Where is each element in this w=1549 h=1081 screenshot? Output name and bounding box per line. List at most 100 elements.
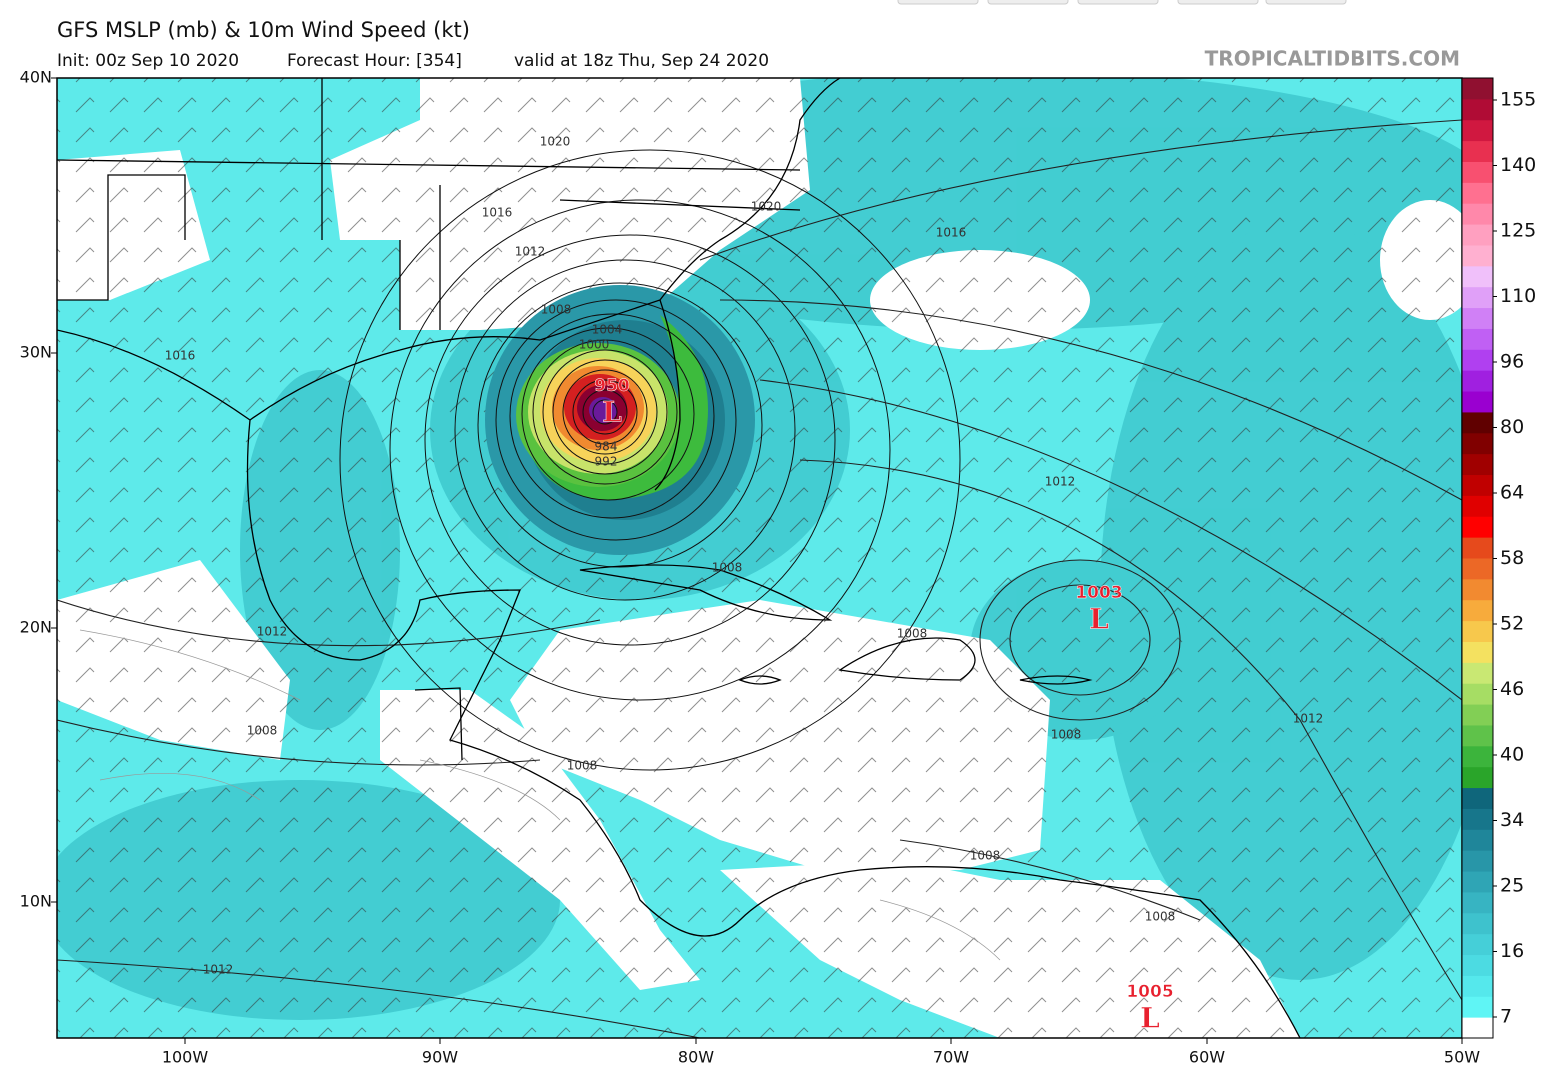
colorbar-label: 46 xyxy=(1500,678,1524,700)
isobar-label: 1008 xyxy=(970,849,1001,863)
colorbar-cell xyxy=(1462,537,1493,559)
isobar-label: 1004 xyxy=(592,323,623,337)
colorbar-cell xyxy=(1462,495,1493,517)
colorbar-cell xyxy=(1462,453,1493,476)
colorbar-cell xyxy=(1462,391,1493,413)
forecast-hour: Forecast Hour: [354] xyxy=(287,51,462,71)
colorbar-cell xyxy=(1462,599,1493,622)
colorbar-cell xyxy=(1462,808,1493,830)
colorbar-label: 52 xyxy=(1500,613,1524,635)
isobar-label: 1008 xyxy=(1051,728,1082,742)
map-area xyxy=(57,78,1462,1038)
colorbar-cell xyxy=(1462,286,1493,309)
isobar-label: 1016 xyxy=(482,206,513,220)
lon-label: 100W xyxy=(162,1048,209,1067)
colorbar-label: 16 xyxy=(1500,940,1524,962)
isobar-label: 1012 xyxy=(1045,475,1076,489)
colorbar: 155 140 125 110 96 80 64 58 52 46 40 34 25 16 7 xyxy=(1461,77,1536,1039)
colorbar-label: 155 xyxy=(1500,89,1536,111)
title: GFS MSLP (mb) & 10m Wind Speed (kt) xyxy=(57,18,470,42)
isobar-label: 1008 xyxy=(712,561,743,575)
lon-label: 70W xyxy=(933,1048,969,1067)
valid-time: valid at 18z Thu, Sep 24 2020 xyxy=(514,51,769,71)
hurricane xyxy=(339,149,961,771)
init-time: Init: 00z Sep 10 2020 xyxy=(57,51,239,71)
colorbar-cell xyxy=(1462,829,1493,851)
lon-label: 60W xyxy=(1189,1048,1225,1067)
colorbar-cell xyxy=(1462,349,1493,371)
colorbar-cell xyxy=(1462,641,1493,663)
isobar-label: 1008 xyxy=(567,759,598,773)
low-pressure: 1005 xyxy=(1126,982,1173,1002)
colorbar-cell xyxy=(1462,1017,1493,1039)
isobar-label: 1020 xyxy=(540,135,571,149)
isobar-label: 1012 xyxy=(515,245,546,259)
isobar-label: 1016 xyxy=(936,226,967,240)
colorbar-cell xyxy=(1462,98,1493,121)
colorbar-cell xyxy=(1462,119,1493,142)
isobar-label: 1008 xyxy=(1145,910,1176,924)
map-labels: 40N 30N 20N 10N 100W 90W 80W 70W 60W 50W 1020 1020 1… xyxy=(20,68,1481,1067)
isobar-label: 1012 xyxy=(203,963,234,977)
colorbar-cell xyxy=(1462,370,1493,392)
colorbar-cell xyxy=(1462,578,1493,601)
colorbar-label: 125 xyxy=(1500,220,1536,242)
colorbar-label: 64 xyxy=(1500,482,1524,504)
colorbar-cell xyxy=(1462,912,1493,935)
colorbar-cell xyxy=(1462,954,1493,976)
colorbar-label: 110 xyxy=(1500,285,1536,307)
colorbar-cell xyxy=(1462,516,1493,538)
coastlines xyxy=(57,78,1301,1038)
isobar-label: 1000 xyxy=(579,338,610,352)
colorbar-cell xyxy=(1462,704,1493,726)
colorbar-label: 140 xyxy=(1500,154,1536,176)
colorbar-label: 34 xyxy=(1500,809,1524,831)
colorbar-cell xyxy=(1462,203,1493,225)
colorbar-cell xyxy=(1462,182,1493,204)
lat-label: 40N xyxy=(20,68,52,87)
isobar-label: 1008 xyxy=(247,724,278,738)
low-symbol: L xyxy=(602,396,622,429)
colorbar-label: 25 xyxy=(1500,875,1524,897)
colorbar-cell xyxy=(1462,474,1493,496)
isobar-label: 1012 xyxy=(1293,712,1324,726)
colorbar-cell xyxy=(1462,244,1493,267)
isobars xyxy=(57,119,1462,1038)
colorbar-cell xyxy=(1462,224,1493,246)
low-pressure: 1003 xyxy=(1075,583,1122,603)
colorbar-cell xyxy=(1462,933,1493,956)
colorbar-cell xyxy=(1462,787,1493,809)
colorbar-cell xyxy=(1462,307,1493,329)
isobar-label: 992 xyxy=(595,455,618,469)
colorbar-cell xyxy=(1462,161,1493,183)
colorbar-label: 40 xyxy=(1500,744,1524,766)
colorbar-cell xyxy=(1462,745,1493,768)
colorbar-cell xyxy=(1462,871,1493,893)
colorbar-label: 58 xyxy=(1500,547,1524,569)
colorbar-cell xyxy=(1462,891,1493,914)
isobar-label: 984 xyxy=(595,440,618,454)
colorbar-cell xyxy=(1462,558,1493,580)
colorbar-cell xyxy=(1462,683,1493,705)
lon-label: 50W xyxy=(1444,1048,1480,1067)
low-symbol: L xyxy=(1089,603,1109,636)
lon-label: 80W xyxy=(678,1048,714,1067)
low-symbol: L xyxy=(1140,1002,1160,1035)
colorbar-cell xyxy=(1462,78,1493,100)
header-buttons xyxy=(897,0,1347,5)
colorbar-cell xyxy=(1462,662,1493,684)
colorbar-cell xyxy=(1462,411,1493,434)
colorbar-cell xyxy=(1462,328,1493,350)
isobar-label: 1020 xyxy=(751,200,782,214)
isobar-label: 1008 xyxy=(541,303,572,317)
colorbar-label: 7 xyxy=(1500,1006,1512,1028)
colorbar-label: 96 xyxy=(1500,351,1524,373)
colorbar-cell xyxy=(1462,724,1493,747)
site-name: TROPICALTIDBITS.COM xyxy=(1205,47,1460,71)
colorbar-cell xyxy=(1462,140,1493,162)
colorbar-cell xyxy=(1462,996,1493,1018)
colorbar-cell xyxy=(1462,766,1493,789)
colorbar-cell xyxy=(1462,432,1493,455)
